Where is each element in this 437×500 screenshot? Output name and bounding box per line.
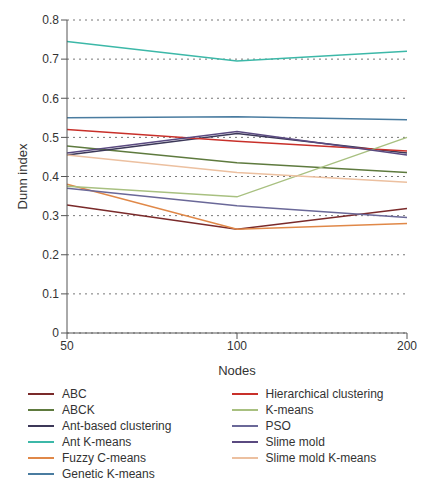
svg-text:Nodes: Nodes: [218, 363, 256, 378]
html-text:ABCK: ABCK: [62, 403, 95, 417]
html-text:Ant K-means: Ant K-means: [62, 435, 132, 449]
svg-text:100: 100: [227, 339, 247, 353]
svg-text:0.4: 0.4: [42, 170, 59, 184]
svg-text:0.1: 0.1: [42, 287, 59, 301]
svg-text:50: 50: [60, 339, 74, 353]
html-text:Fuzzy C-means: Fuzzy C-means: [62, 451, 146, 465]
svg-text:0.6: 0.6: [42, 92, 59, 106]
svg-text:0.7: 0.7: [42, 52, 59, 66]
svg-text:0: 0: [52, 326, 59, 340]
svg-text:0.8: 0.8: [42, 13, 59, 27]
html-text:Ant-based clustering: Ant-based clustering: [62, 419, 172, 433]
html-text:K-means: K-means: [265, 403, 314, 417]
html-text:Slime mold K-means: Slime mold K-means: [265, 451, 377, 465]
html-text:Slime mold: Slime mold: [265, 435, 325, 449]
svg-text:0.3: 0.3: [42, 209, 59, 223]
html-text:ABC: ABC: [62, 387, 87, 401]
html-text:Hierarchical clustering: Hierarchical clustering: [265, 387, 384, 401]
svg-text:Dunn index: Dunn index: [15, 143, 30, 209]
svg-text:200: 200: [397, 339, 417, 353]
svg-text:0.5: 0.5: [42, 131, 59, 145]
html-text:PSO: PSO: [265, 419, 291, 433]
svg-text:0.2: 0.2: [42, 248, 59, 262]
html-text:Genetic K-means: Genetic K-means: [62, 467, 155, 481]
